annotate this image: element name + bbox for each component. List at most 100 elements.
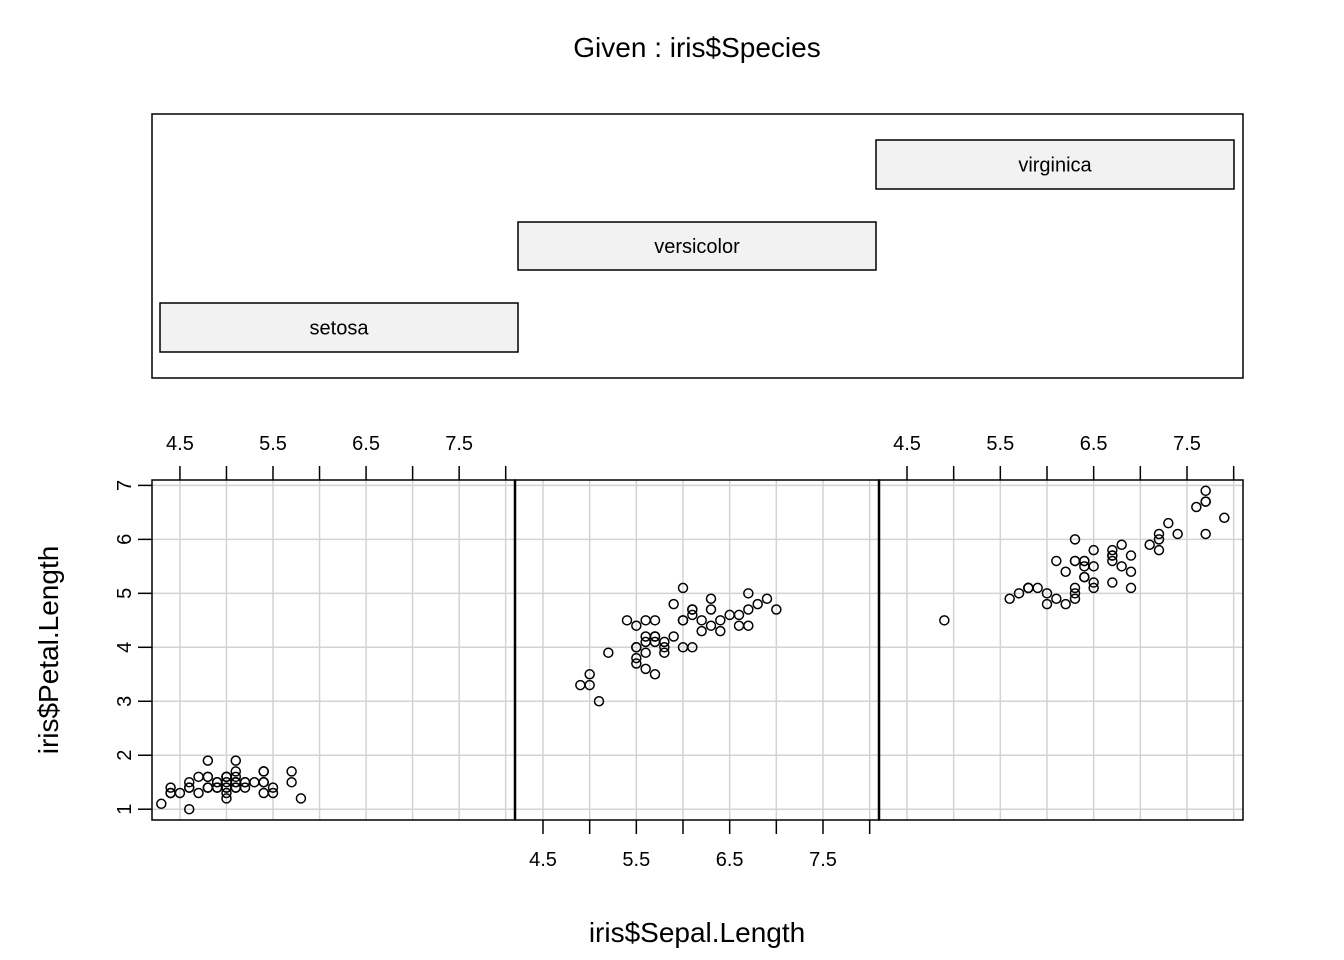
data-point [677,615,689,626]
data-point [649,615,661,626]
data-point [1191,501,1202,513]
data-point [267,787,279,799]
data-point [939,615,950,626]
bottom-x-axes: 4.5 5.5 6.5 7.5 [529,820,871,871]
data-point [649,636,661,648]
data-point [230,766,242,777]
x-tick-label: 7.5 [809,849,837,871]
data-point [1144,539,1155,551]
data-point [1051,593,1062,604]
data-point [761,593,773,604]
panel-frame [878,479,1244,821]
data-point [1125,550,1137,561]
data-point [771,604,782,615]
y-tick-label: 5 [114,588,136,599]
data-point [221,782,232,793]
scatter-panels [151,479,1244,821]
given-bar-label: versicolor [654,236,740,258]
data-point [1200,485,1211,497]
data-point [640,663,651,675]
data-point [705,593,717,604]
x-tick-label: 7.5 [1173,433,1201,455]
data-point [668,598,679,610]
data-point [1060,598,1071,610]
y-tick-label: 7 [114,480,136,491]
y-tick-label: 2 [114,750,136,761]
given-bar-label: setosa [310,318,370,340]
data-point [696,625,707,637]
x-tick-label: 5.5 [986,433,1014,455]
panel-virginica [878,479,1244,821]
y-axis: 1 2 3 4 5 6 7 [114,480,152,815]
data-point [631,652,642,664]
data-point [1023,582,1034,594]
data-point [687,604,698,615]
panel-setosa [151,479,516,821]
data-point [1041,598,1053,610]
given-bar-rect [159,302,519,353]
x-tick-label: 6.5 [1080,433,1108,455]
data-point [649,631,661,642]
data-point [621,615,633,626]
data-point [668,631,679,642]
data-point [631,620,642,631]
data-point [183,782,195,793]
data-point [239,776,251,788]
data-point [221,793,232,804]
data-point [584,669,595,680]
data-point [1079,561,1090,572]
data-point [1004,593,1015,604]
x-tick-label: 4.5 [529,849,557,871]
data-point [286,776,297,788]
top-x-axes: 4.5 5.5 6.5 7.5 4.5 5.5 6.5 7.5 [166,433,1235,480]
data-point [230,771,242,783]
data-point [1088,582,1099,594]
data-point [584,679,595,691]
data-point [239,782,251,793]
x-axis: 4.5 5.5 6.5 7.5 [893,433,1235,480]
given-bar-setosa: setosa [159,302,519,353]
y-tick-label: 3 [114,696,136,707]
data-point [593,696,605,707]
data-point [1107,550,1118,561]
data-point [743,588,754,599]
given-panel-frame [151,113,1244,379]
y-tick-label: 1 [114,804,136,815]
data-point [1041,588,1053,599]
data-point [603,647,614,658]
data-point [1088,577,1099,588]
given-bar-rect [517,221,877,271]
given-bar-virginica: virginica [875,139,1235,190]
data-point [687,642,698,653]
panel-frame [151,479,516,821]
data-point [705,604,717,615]
data-point [165,787,176,799]
data-point [1079,571,1090,583]
data-point [649,669,661,680]
data-point [631,642,642,653]
data-point [640,647,651,658]
data-point [183,803,195,815]
data-point [1163,517,1174,529]
data-point [640,615,651,626]
data-point [183,776,195,788]
panel-versicolor [514,479,880,821]
data-point [165,782,176,793]
data-point [1107,577,1118,588]
data-point [1125,582,1137,594]
data-point [696,615,707,626]
x-axis: 4.5 5.5 6.5 7.5 [529,820,871,871]
data-point [1153,528,1165,540]
data-point [1013,588,1025,599]
data-point [1200,496,1211,507]
data-point [1116,539,1127,551]
data-point [715,625,726,637]
data-point [1107,555,1118,567]
data-point [295,793,307,804]
data-point [202,755,214,766]
data-point [193,771,204,783]
x-axis: 4.5 5.5 6.5 7.5 [166,433,507,480]
x-tick-label: 6.5 [352,433,380,455]
data-point [659,647,670,658]
